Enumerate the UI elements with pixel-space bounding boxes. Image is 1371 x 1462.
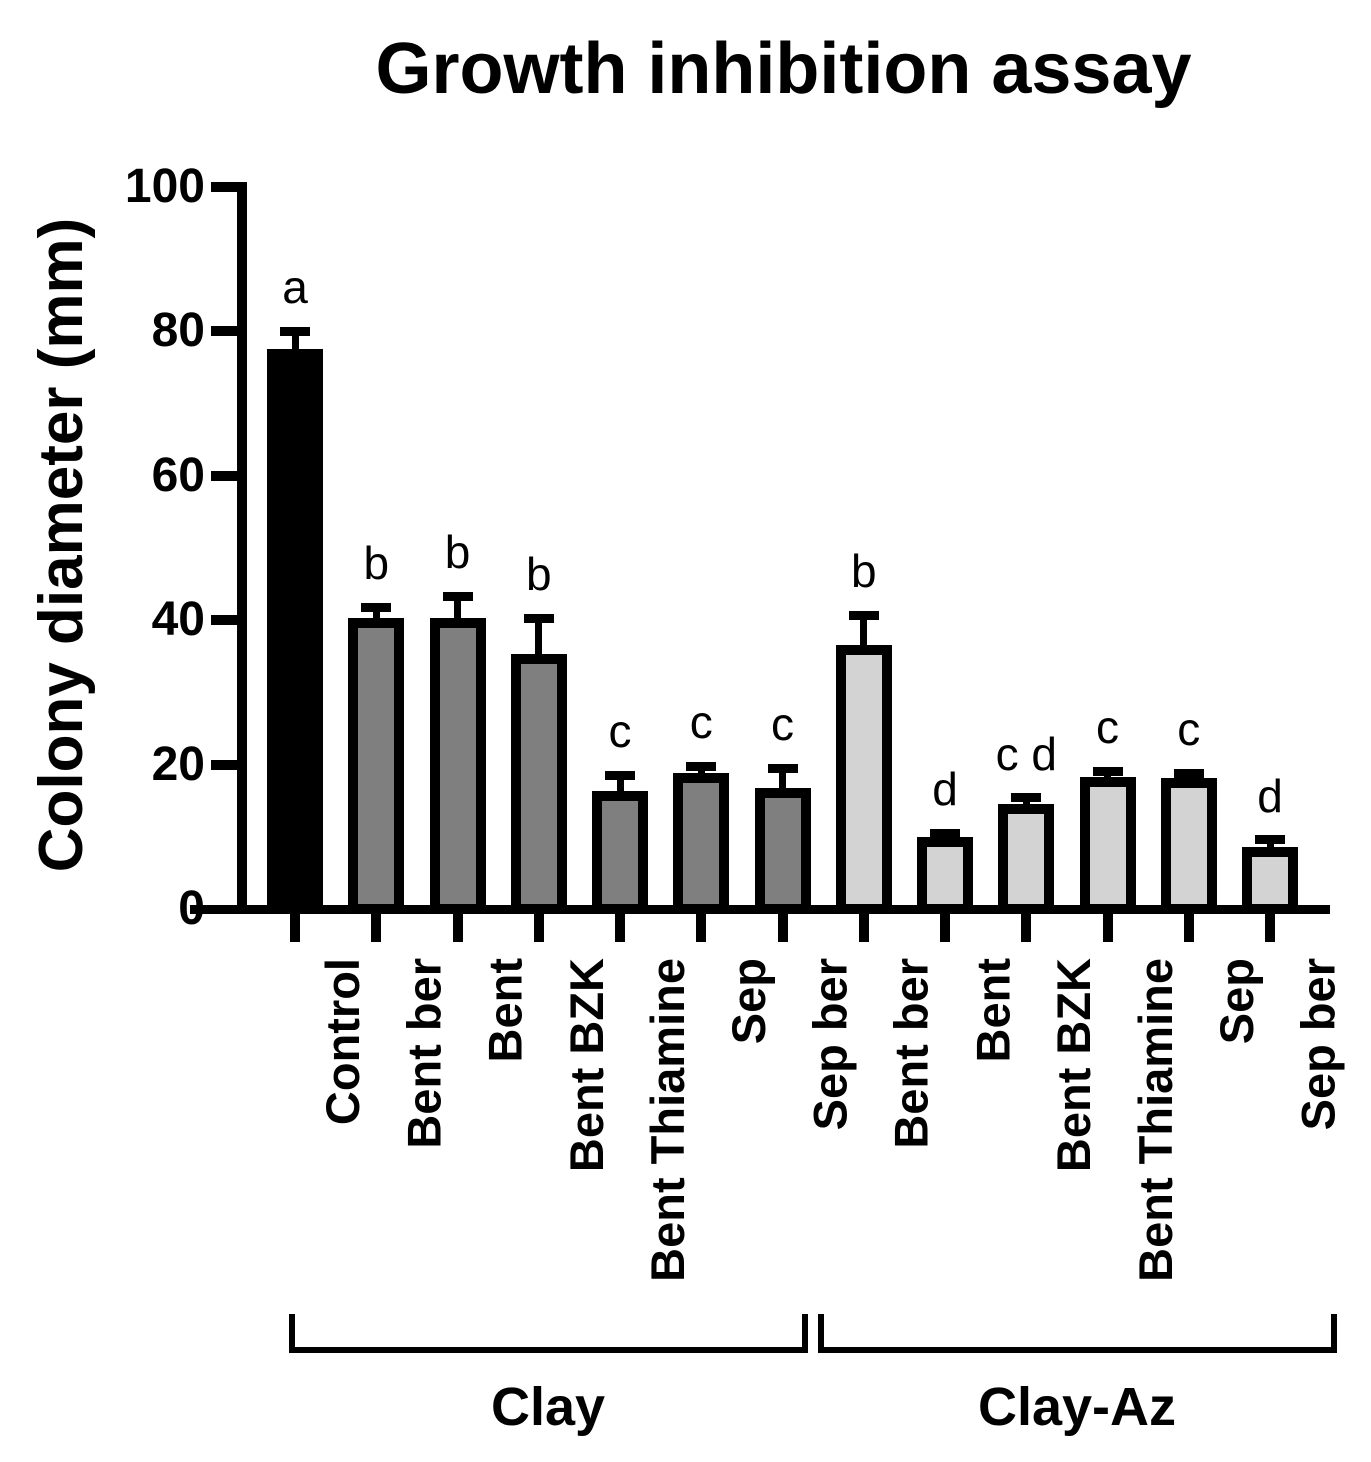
category-label-wrap: Bent Thiamine xyxy=(596,958,694,1282)
x-tick xyxy=(1183,914,1194,942)
error-bar-cap xyxy=(1173,768,1204,778)
significance-letter: b xyxy=(525,548,552,601)
error-bar-cap xyxy=(361,602,392,612)
bar xyxy=(429,618,486,914)
error-bar-cap xyxy=(930,828,960,838)
chart-title: Growth inhibition assay xyxy=(375,29,1192,109)
significance-letter: d xyxy=(1257,769,1283,822)
bar xyxy=(1079,776,1136,914)
y-tick xyxy=(211,759,237,770)
bar xyxy=(592,791,648,914)
bar xyxy=(348,618,405,914)
error-bar-cap xyxy=(686,761,717,771)
category-label-wrap: Sep xyxy=(1165,958,1263,1044)
category-label-wrap: Bent ber xyxy=(840,958,938,1149)
x-tick xyxy=(1102,914,1113,942)
significance-letter: b xyxy=(363,537,390,590)
x-tick xyxy=(452,914,463,942)
category-label-wrap: Sep xyxy=(677,958,775,1044)
error-bar-stem xyxy=(454,596,461,639)
error-bar-cap xyxy=(767,763,798,773)
error-bar-cap xyxy=(1255,835,1285,845)
category-label-wrap: Bent Thiamine xyxy=(1084,958,1182,1282)
category-label-wrap: Sep ber xyxy=(1246,958,1344,1130)
significance-letter: b xyxy=(444,526,471,579)
bar xyxy=(835,644,892,914)
significance-letter: c d xyxy=(995,727,1057,780)
error-bar-cap xyxy=(442,591,473,601)
y-tick-label: 40 xyxy=(151,593,205,647)
category-label: Bent Thiamine xyxy=(1128,958,1182,1282)
bar xyxy=(998,804,1055,914)
y-tick-label: 60 xyxy=(151,448,205,502)
error-bar-stem xyxy=(535,618,543,675)
error-bar-cap xyxy=(848,610,879,620)
category-label-wrap: Control xyxy=(271,958,369,1125)
x-tick xyxy=(615,914,625,942)
clay-az-bracket xyxy=(818,1314,1337,1353)
y-axis-line xyxy=(237,182,247,914)
x-tick xyxy=(696,914,707,942)
category-label-wrap: Bent ber xyxy=(352,958,450,1149)
bar xyxy=(754,788,811,914)
significance-letter: a xyxy=(282,261,308,314)
category-label: Bent Thiamine xyxy=(641,958,694,1282)
bar xyxy=(673,773,730,914)
significance-letter: c xyxy=(608,705,632,758)
y-tick xyxy=(211,470,237,481)
y-tick-label: 80 xyxy=(151,304,205,358)
x-tick xyxy=(1021,914,1032,942)
category-label-wrap: Bent xyxy=(921,958,1019,1062)
y-tick xyxy=(211,615,237,626)
category-label-wrap: Bent BZK xyxy=(515,958,613,1172)
significance-letter: c xyxy=(1096,701,1119,754)
x-tick xyxy=(290,914,300,942)
x-tick xyxy=(858,914,869,942)
x-tick xyxy=(1265,914,1275,942)
significance-letter: b xyxy=(850,545,877,598)
error-bar-stem xyxy=(860,615,868,665)
y-tick xyxy=(211,326,237,337)
group-label-clay-az: Clay-Az xyxy=(977,1377,1177,1437)
error-bar-cap xyxy=(605,770,635,780)
error-bar-cap xyxy=(1092,766,1123,776)
y-tick-label: 20 xyxy=(151,737,205,791)
y-axis-label: Colony diameter (mm) xyxy=(27,217,96,873)
bar xyxy=(1160,778,1217,914)
x-tick xyxy=(777,914,788,942)
significance-letter: c xyxy=(771,698,794,751)
category-label: Sep ber xyxy=(1291,958,1344,1131)
category-label-wrap: Sep ber xyxy=(759,958,857,1130)
y-tick xyxy=(211,182,237,192)
bar xyxy=(917,836,973,914)
error-bar-stem xyxy=(779,768,786,809)
category-label-wrap: Bent xyxy=(434,958,532,1062)
error-bar-cap xyxy=(523,613,554,623)
significance-letter: d xyxy=(932,763,958,816)
significance-letter: c xyxy=(689,696,713,749)
bar xyxy=(510,654,567,914)
x-tick xyxy=(533,914,544,942)
y-tick-label: 100 xyxy=(124,160,205,213)
clay-bracket xyxy=(289,1314,808,1353)
y-tick-label: 0 xyxy=(178,882,205,935)
category-label-wrap: Bent BZK xyxy=(1002,958,1100,1172)
error-bar-cap xyxy=(1011,793,1042,803)
x-tick xyxy=(371,914,382,942)
group-label-clay: Clay xyxy=(490,1377,606,1437)
bar xyxy=(1242,846,1298,914)
bar xyxy=(267,349,323,914)
error-bar-cap xyxy=(280,326,310,336)
x-tick xyxy=(940,914,950,942)
significance-letter: c xyxy=(1177,703,1201,756)
